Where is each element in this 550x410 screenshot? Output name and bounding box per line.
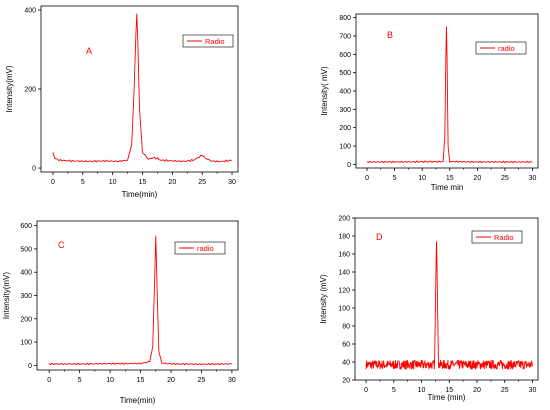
legend-box bbox=[182, 34, 234, 48]
x-axis-label: Time(min) bbox=[120, 396, 156, 405]
x-tick-label: 20 bbox=[473, 387, 481, 394]
y-axis-label: Intensity (mV) bbox=[319, 274, 328, 324]
legend: radio bbox=[174, 241, 226, 255]
legend-box bbox=[174, 241, 226, 255]
x-tick-label: 25 bbox=[198, 179, 206, 186]
x-tick-label: 5 bbox=[393, 175, 397, 182]
y-tick-label: 500 bbox=[20, 246, 32, 253]
y-tick-label: 200 bbox=[339, 125, 351, 132]
y-axis-label: Intensity( mV) bbox=[320, 66, 329, 116]
x-tick-label: 25 bbox=[198, 377, 206, 384]
y-tick-label: 100 bbox=[338, 306, 350, 313]
y-axis-label: Intensity(mV) bbox=[5, 65, 14, 112]
x-tick-label: 15 bbox=[446, 175, 454, 182]
x-tick-label: 25 bbox=[501, 387, 509, 394]
legend-label: radio bbox=[498, 44, 515, 53]
y-tick-label: 160 bbox=[338, 252, 350, 259]
y-tick-label: 20 bbox=[342, 378, 350, 385]
series-line-radio bbox=[52, 13, 233, 163]
x-tick-label: 15 bbox=[139, 179, 147, 186]
y-tick-label: 200 bbox=[338, 216, 350, 223]
x-tick-label: 10 bbox=[106, 377, 114, 384]
x-tick-label: 5 bbox=[392, 387, 396, 394]
y-tick-label: 40 bbox=[342, 360, 350, 367]
panel-letter: C bbox=[58, 240, 65, 250]
x-tick-label: 10 bbox=[418, 387, 426, 394]
legend-label: radio bbox=[197, 244, 214, 253]
x-tick-label: 15 bbox=[445, 387, 453, 394]
plot-frame bbox=[354, 217, 539, 381]
panel-letter: D bbox=[376, 232, 383, 242]
chart-panel-d: 0 5 10 15 20 25 30 20 40 60 80 100 120 140 160 180 200 Ti… bbox=[319, 216, 539, 402]
y-tick-label: 400 bbox=[20, 270, 32, 277]
legend-label: Radio bbox=[494, 233, 514, 242]
y-tick-label: 140 bbox=[338, 270, 350, 277]
x-tick-label: 5 bbox=[81, 179, 85, 186]
x-tick-label: 30 bbox=[529, 387, 537, 394]
x-tick-label: 25 bbox=[501, 175, 509, 182]
y-tick-label: 700 bbox=[339, 34, 351, 41]
legend: Radio bbox=[182, 34, 234, 48]
x-tick-label: 30 bbox=[529, 175, 537, 182]
legend: radio bbox=[475, 41, 527, 55]
series-line-radio bbox=[365, 241, 533, 370]
y-tick-label: 0 bbox=[32, 166, 36, 173]
y-tick-label: 600 bbox=[339, 52, 351, 59]
y-tick-label: 180 bbox=[338, 234, 350, 241]
panel-letter: B bbox=[387, 30, 393, 40]
x-tick-label: 30 bbox=[228, 377, 236, 384]
x-tick-label: 15 bbox=[137, 377, 145, 384]
x-axis-label: Time(min) bbox=[122, 190, 158, 199]
y-tick-label: 100 bbox=[20, 340, 32, 347]
chart-panel-c: 0 5 10 15 20 25 300100200300400500600Time(min)… bbox=[2, 220, 239, 405]
x-tick-label: 30 bbox=[228, 179, 236, 186]
legend-label: Radio bbox=[205, 37, 225, 46]
y-tick-label: 600 bbox=[20, 223, 32, 230]
y-tick-label: 300 bbox=[339, 107, 351, 114]
panel-letter: A bbox=[86, 46, 92, 56]
y-tick-label: 60 bbox=[342, 342, 350, 349]
y-tick-label: 80 bbox=[342, 324, 350, 331]
y-tick-label: 400 bbox=[24, 7, 36, 14]
y-tick-label: 120 bbox=[338, 288, 350, 295]
plot-frame bbox=[40, 5, 239, 173]
x-tick-label: 0 bbox=[47, 377, 51, 384]
x-tick-label: 10 bbox=[418, 175, 426, 182]
x-tick-label: 20 bbox=[167, 377, 175, 384]
y-tick-label: 0 bbox=[28, 363, 32, 370]
x-tick-label: 20 bbox=[168, 179, 176, 186]
y-axis-label: Intensity(mV) bbox=[2, 272, 11, 319]
y-tick-label: 400 bbox=[339, 89, 351, 96]
y-tick-label: 300 bbox=[20, 293, 32, 300]
y-tick-label: 800 bbox=[339, 15, 351, 22]
x-tick-label: 0 bbox=[365, 175, 369, 182]
x-tick-label: 20 bbox=[473, 175, 481, 182]
x-tick-label: 10 bbox=[109, 179, 117, 186]
y-tick-label: 500 bbox=[339, 70, 351, 77]
series-line-radio bbox=[366, 26, 533, 164]
y-tick-label: 100 bbox=[339, 144, 351, 151]
x-axis-label: Time min bbox=[431, 183, 464, 192]
legend: Radio bbox=[471, 230, 523, 244]
x-tick-label: 5 bbox=[78, 377, 82, 384]
chart-panel-b: 0 5 10 15 20 25 300100200300400500600700800Tim… bbox=[320, 13, 539, 192]
y-tick-label: 0 bbox=[347, 162, 351, 169]
x-tick-label: 0 bbox=[51, 179, 55, 186]
chart-panel-a: 0 5 10 15 20 25 30 0 200 400 Time(min) Intensity(mV… bbox=[5, 5, 239, 199]
y-tick-label: 200 bbox=[24, 87, 36, 94]
legend-box bbox=[475, 41, 527, 55]
series-line-radio bbox=[48, 235, 233, 366]
x-axis-label: Time (min) bbox=[428, 393, 466, 402]
y-tick-label: 200 bbox=[20, 316, 32, 323]
x-tick-label: 0 bbox=[364, 387, 368, 394]
legend-box bbox=[471, 230, 523, 244]
